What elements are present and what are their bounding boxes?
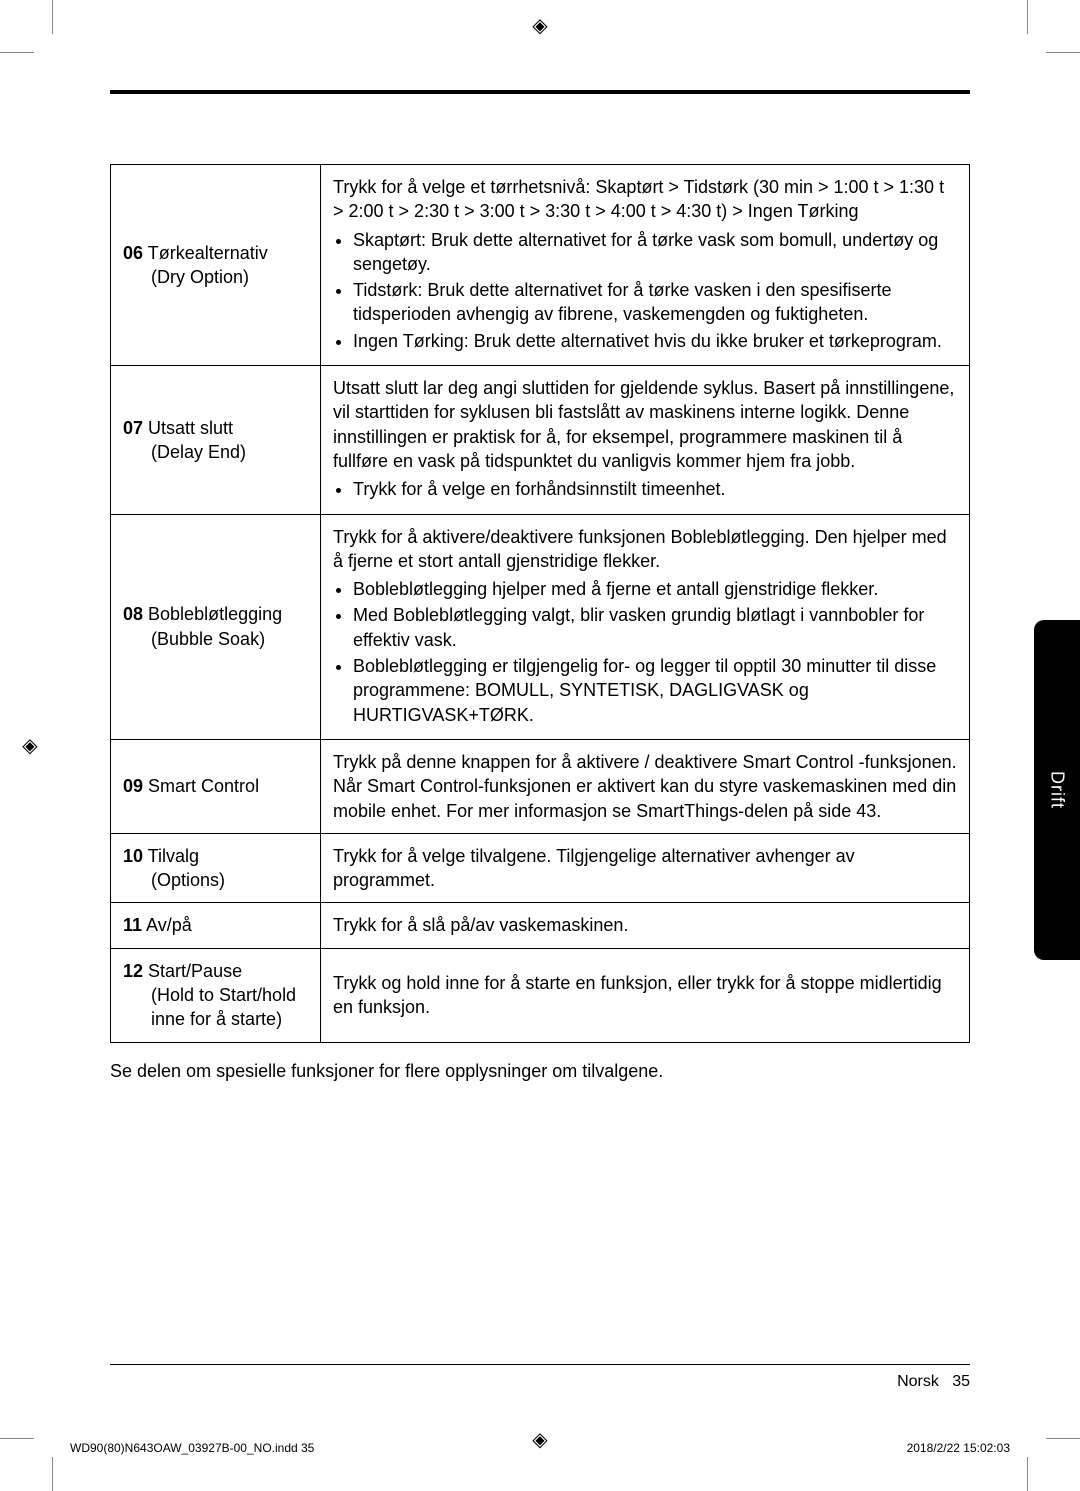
row-body-text: Trykk for å slå på/av vaskemaskinen. (333, 913, 957, 937)
page-footer: Norsk 35 (110, 1364, 970, 1391)
table-row: 12 Start/Pause(Hold to Start/hold inne f… (111, 948, 970, 1042)
row-label-cell: 11 Av/på (111, 903, 321, 948)
page-content: 06 Tørkealternativ(Dry Option)Trykk for … (110, 90, 970, 1082)
row-label-cell: 09 Smart Control (111, 739, 321, 833)
row-number: 07 (123, 418, 143, 438)
row-body-cell: Trykk for å slå på/av vaskemaskinen. (321, 903, 970, 948)
row-subtitle: (Dry Option) (123, 265, 249, 289)
print-timestamp: 2018/2/22 15:02:03 (907, 1441, 1010, 1455)
registration-mark-icon: ◈ (18, 734, 42, 758)
row-bullet-item: Boblebløtlegging er tilgjengelig for- og… (353, 654, 957, 727)
row-bullet-item: Trykk for å velge en forhåndsinnstilt ti… (353, 477, 957, 501)
row-body-text: Utsatt slutt lar deg angi sluttiden for … (333, 376, 957, 473)
row-body-cell: Trykk og hold inne for å starte en funks… (321, 948, 970, 1042)
row-label-cell: 08 Boblebløtlegging(Bubble Soak) (111, 514, 321, 739)
row-bullet-item: Tidstørk: Bruk dette alternativet for å … (353, 278, 957, 327)
page-number: Norsk 35 (110, 1373, 970, 1391)
row-body-text: Trykk for å velge tilvalgene. Tilgjengel… (333, 844, 957, 893)
crop-mark (1027, 1457, 1028, 1491)
table-row: 10 Tilvalg(Options)Trykk for å velge til… (111, 833, 970, 903)
row-subtitle: (Hold to Start/hold inne for å starte) (123, 983, 308, 1032)
features-table: 06 Tørkealternativ(Dry Option)Trykk for … (110, 164, 970, 1043)
row-bullet-item: Boblebløtlegging hjelper med å fjerne et… (353, 577, 957, 601)
crop-mark (1046, 52, 1080, 53)
row-body-text: Trykk for å velge et tørrhetsnivå: Skapt… (333, 175, 957, 224)
row-bullet-list: Skaptørt: Bruk dette alternativet for å … (333, 228, 957, 353)
row-label-cell: 10 Tilvalg(Options) (111, 833, 321, 903)
row-body-cell: Trykk for å velge tilvalgene. Tilgjengel… (321, 833, 970, 903)
crop-mark (0, 52, 34, 53)
row-body-text: Trykk for å aktivere/deaktivere funksjon… (333, 525, 957, 574)
page-number-value: 35 (952, 1373, 970, 1390)
section-tab-label: Drift (1047, 771, 1068, 809)
crop-mark (1027, 0, 1028, 34)
print-filename: WD90(80)N643OAW_03927B-00_NO.indd 35 (70, 1441, 314, 1455)
header-rule (110, 90, 970, 94)
row-body-cell: Trykk på denne knappen for å aktivere / … (321, 739, 970, 833)
row-subtitle: (Options) (123, 868, 225, 892)
registration-mark-icon: ◈ (528, 14, 552, 38)
row-label-cell: 12 Start/Pause(Hold to Start/hold inne f… (111, 948, 321, 1042)
crop-mark (1046, 1438, 1080, 1439)
page-language-label: Norsk (897, 1373, 939, 1390)
row-bullet-list: Trykk for å velge en forhåndsinnstilt ti… (333, 477, 957, 501)
row-label-cell: 06 Tørkealternativ(Dry Option) (111, 165, 321, 366)
footer-rule (110, 1364, 970, 1365)
table-row: 08 Boblebløtlegging(Bubble Soak)Trykk fo… (111, 514, 970, 739)
row-subtitle: (Bubble Soak) (123, 627, 265, 651)
table-row: 11 Av/på Trykk for å slå på/av vaskemaski… (111, 903, 970, 948)
row-body-cell: Utsatt slutt lar deg angi sluttiden for … (321, 366, 970, 514)
crop-mark (0, 1438, 34, 1439)
row-bullet-item: Med Boblebløtlegging valgt, blir vasken … (353, 603, 957, 652)
row-number: 09 (123, 776, 143, 796)
table-row: 06 Tørkealternativ(Dry Option)Trykk for … (111, 165, 970, 366)
row-subtitle: (Delay End) (123, 440, 246, 464)
section-tab: Drift (1034, 620, 1080, 960)
row-label-cell: 07 Utsatt slutt(Delay End) (111, 366, 321, 514)
row-number: 11 (123, 915, 142, 935)
crop-mark (52, 1457, 53, 1491)
registration-mark-icon: ◈ (528, 1428, 552, 1452)
row-body-cell: Trykk for å velge et tørrhetsnivå: Skapt… (321, 165, 970, 366)
row-number: 08 (123, 604, 143, 624)
row-number: 06 (123, 243, 143, 263)
row-bullet-list: Boblebløtlegging hjelper med å fjerne et… (333, 577, 957, 727)
table-row: 07 Utsatt slutt(Delay End)Utsatt slutt l… (111, 366, 970, 514)
row-body-text: Trykk på denne knappen for å aktivere / … (333, 750, 957, 823)
row-bullet-item: Ingen Tørking: Bruk dette alternativet h… (353, 329, 957, 353)
crop-mark (52, 0, 53, 34)
row-body-text: Trykk og hold inne for å starte en funks… (333, 971, 957, 1020)
row-bullet-item: Skaptørt: Bruk dette alternativet for å … (353, 228, 957, 277)
table-row: 09 Smart ControlTrykk på denne knappen f… (111, 739, 970, 833)
row-number: 12 (123, 961, 143, 981)
footnote-text: Se delen om spesielle funksjoner for fle… (110, 1061, 970, 1082)
row-body-cell: Trykk for å aktivere/deaktivere funksjon… (321, 514, 970, 739)
row-number: 10 (123, 846, 143, 866)
